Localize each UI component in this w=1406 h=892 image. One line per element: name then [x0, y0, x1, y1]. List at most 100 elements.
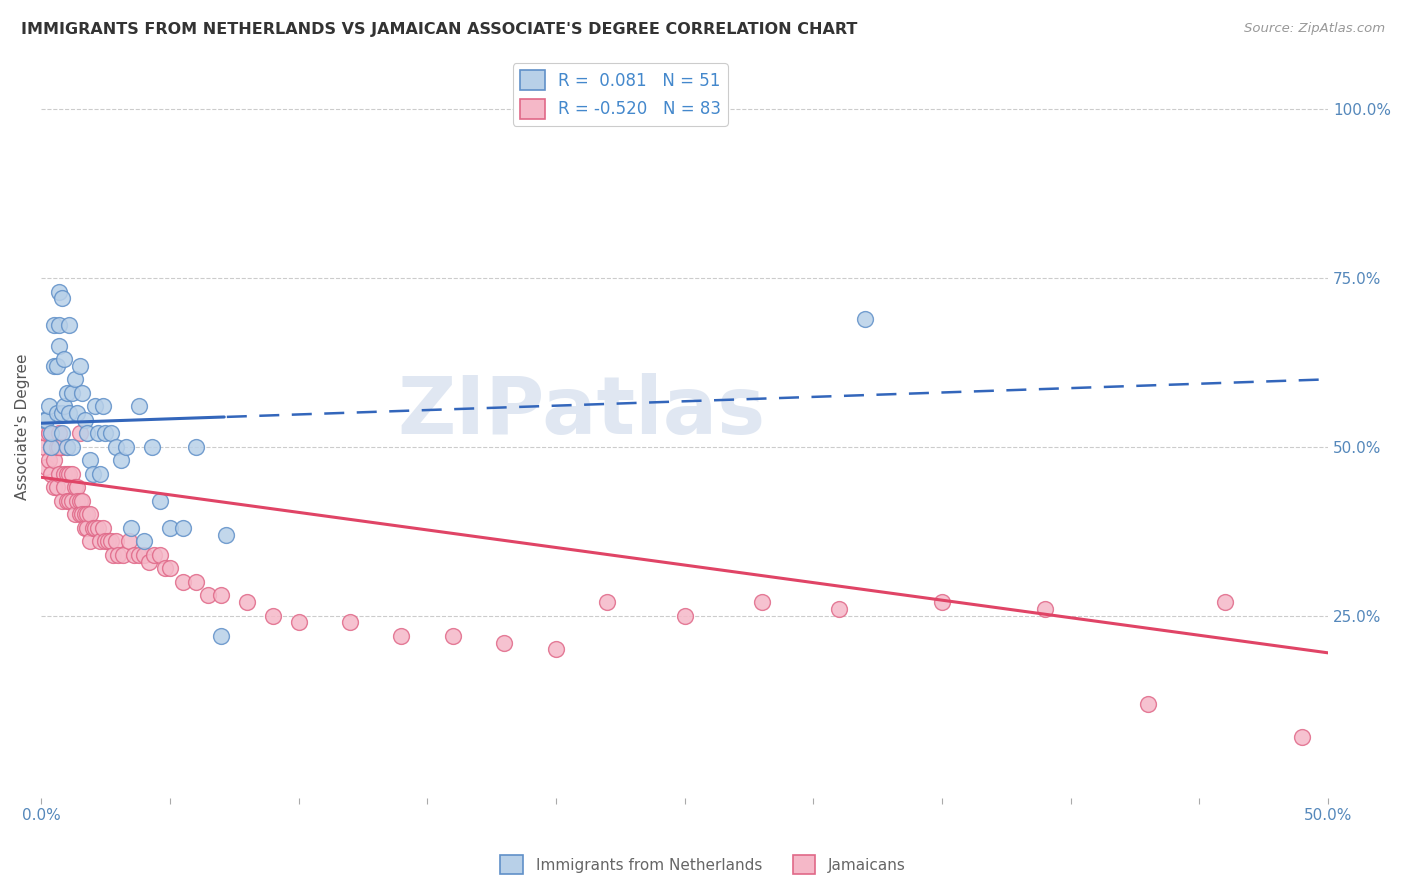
Point: [56, 467, 79, 481]
Point: [32, 440, 55, 454]
Point: [53, 467, 76, 481]
Point: [1213, 595, 1236, 609]
Point: [494, 636, 516, 650]
Point: [209, 629, 232, 643]
Point: [79, 534, 101, 549]
Point: [107, 548, 129, 562]
Point: [42, 359, 65, 373]
Point: [120, 521, 142, 535]
Point: [51, 440, 73, 454]
Point: [63, 508, 86, 522]
Point: [41, 426, 63, 441]
Point: [41, 440, 63, 454]
Point: [89, 534, 111, 549]
Point: [110, 453, 132, 467]
Point: [69, 426, 91, 441]
Point: [138, 555, 160, 569]
Point: [76, 521, 98, 535]
Point: [56, 385, 79, 400]
Point: [72, 508, 94, 522]
Point: [148, 494, 170, 508]
Point: [58, 467, 80, 481]
Point: [69, 508, 91, 522]
Point: [76, 426, 98, 441]
Point: [38, 453, 60, 467]
Point: [82, 521, 104, 535]
Point: [66, 480, 89, 494]
Point: [73, 413, 96, 427]
Point: [48, 467, 70, 481]
Point: [87, 426, 110, 441]
Point: [104, 440, 127, 454]
Point: [72, 385, 94, 400]
Point: [128, 400, 150, 414]
Point: [69, 359, 91, 373]
Point: [60, 494, 83, 508]
Point: [79, 453, 101, 467]
Point: [63, 480, 86, 494]
Point: [97, 534, 120, 549]
Point: [58, 318, 80, 333]
Point: [159, 561, 181, 575]
Point: [544, 642, 567, 657]
Point: [41, 467, 63, 481]
Point: [148, 548, 170, 562]
Point: [931, 595, 953, 609]
Point: [94, 426, 117, 441]
Point: [115, 440, 138, 454]
Point: [51, 406, 73, 420]
Point: [132, 548, 155, 562]
Point: [172, 574, 194, 589]
Point: [73, 508, 96, 522]
Point: [184, 440, 207, 454]
Point: [751, 595, 773, 609]
Point: [117, 534, 139, 549]
Point: [215, 527, 238, 541]
Point: [35, 413, 58, 427]
Point: [58, 406, 80, 420]
Point: [51, 291, 73, 305]
Point: [53, 352, 76, 367]
Point: [69, 494, 91, 508]
Point: [153, 561, 176, 575]
Point: [51, 494, 73, 508]
Legend: Immigrants from Netherlands, Jamaicans: Immigrants from Netherlands, Jamaicans: [495, 849, 911, 880]
Point: [60, 440, 83, 454]
Point: [141, 440, 163, 454]
Point: [87, 521, 110, 535]
Point: [132, 534, 155, 549]
Point: [197, 589, 219, 603]
Point: [45, 480, 67, 494]
Point: [48, 440, 70, 454]
Point: [104, 534, 127, 549]
Point: [66, 494, 89, 508]
Point: [32, 413, 55, 427]
Point: [103, 548, 125, 562]
Point: [159, 521, 181, 535]
Point: [441, 629, 464, 643]
Point: [56, 440, 79, 454]
Point: [673, 608, 696, 623]
Point: [73, 521, 96, 535]
Text: IMMIGRANTS FROM NETHERLANDS VS JAMAICAN ASSOCIATE'S DEGREE CORRELATION CHART: IMMIGRANTS FROM NETHERLANDS VS JAMAICAN …: [21, 22, 858, 37]
Point: [287, 615, 309, 630]
Point: [84, 521, 107, 535]
Point: [209, 589, 232, 603]
Point: [38, 400, 60, 414]
Point: [122, 548, 145, 562]
Legend: R =  0.081   N = 51, R = -0.520   N = 83: R = 0.081 N = 51, R = -0.520 N = 83: [513, 63, 728, 126]
Point: [48, 318, 70, 333]
Point: [58, 494, 80, 508]
Point: [100, 426, 122, 441]
Point: [1291, 731, 1313, 745]
Point: [66, 406, 89, 420]
Point: [172, 521, 194, 535]
Point: [41, 440, 63, 454]
Point: [91, 521, 114, 535]
Point: [1033, 602, 1056, 616]
Point: [56, 494, 79, 508]
Point: [82, 467, 104, 481]
Point: [35, 426, 58, 441]
Text: ZIPatlas: ZIPatlas: [398, 373, 766, 450]
Point: [48, 440, 70, 454]
